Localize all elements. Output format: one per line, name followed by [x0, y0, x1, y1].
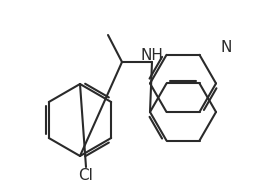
Text: Cl: Cl: [78, 167, 93, 182]
Text: NH: NH: [140, 48, 163, 63]
Text: N: N: [220, 41, 232, 56]
